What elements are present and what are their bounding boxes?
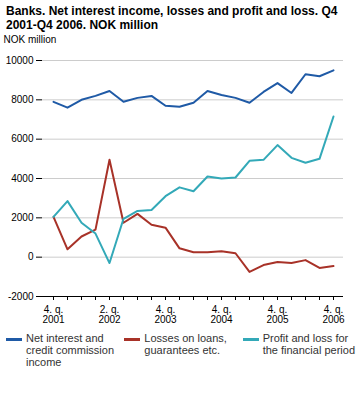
- svg-text:6000: 6000: [11, 133, 34, 144]
- svg-text:4. q.2005: 4. q.2005: [266, 304, 289, 325]
- svg-text:4. q.2001: 4. q.2001: [42, 304, 65, 325]
- svg-text:4. q.2004: 4. q.2004: [210, 304, 233, 325]
- svg-text:-2000: -2000: [8, 291, 34, 302]
- html-text:Profit and loss for the financ: Profit and loss for the financial period: [262, 332, 355, 356]
- svg-text:0: 0: [28, 251, 34, 262]
- svg-text:10000: 10000: [6, 55, 34, 66]
- svg-text:4. q.2006: 4. q.2006: [322, 304, 345, 325]
- svg-text:NOK million: NOK million: [4, 34, 57, 45]
- svg-text:2. q.2002: 2. q.2002: [98, 304, 121, 325]
- html-text:Net interest and credit commis: Net interest and credit commission incom…: [26, 332, 114, 368]
- html-text:Losses on loans, guarantees et: Losses on loans, guarantees etc.: [144, 332, 227, 356]
- svg-text:4. q.2003: 4. q.2003: [154, 304, 177, 325]
- svg-text:2000: 2000: [11, 212, 34, 223]
- svg-text:8000: 8000: [11, 94, 34, 105]
- svg-text:4000: 4000: [11, 173, 34, 184]
- html-text:Banks. Net interest income, lo: Banks. Net interest income, losses and p…: [6, 4, 338, 32]
